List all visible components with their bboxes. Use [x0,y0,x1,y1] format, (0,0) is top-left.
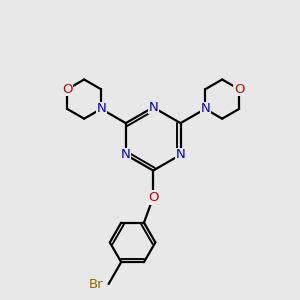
Text: Br: Br [89,278,104,290]
Text: N: N [96,102,106,116]
Text: N: N [121,148,131,161]
Text: N: N [176,148,185,161]
Text: O: O [62,83,72,96]
Text: O: O [148,191,158,204]
Text: O: O [234,83,244,96]
Text: N: N [200,102,210,116]
Text: N: N [148,101,158,114]
